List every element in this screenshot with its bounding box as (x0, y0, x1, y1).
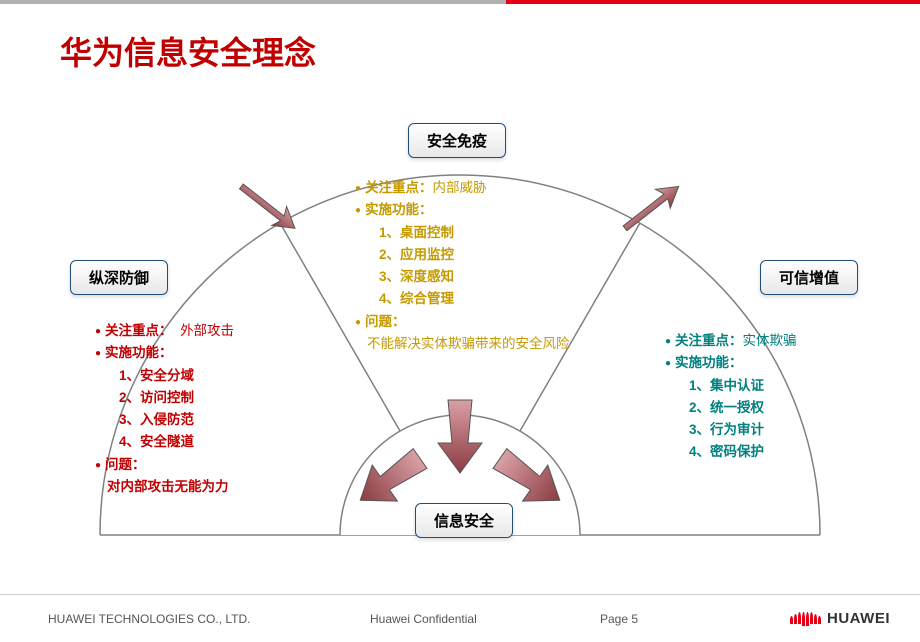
footer-logo: HUAWEI (790, 610, 890, 627)
sector-box-middle: 安全免疫 (408, 123, 506, 158)
sector-text-middle: 关注重点：内部威胁 实施功能： 1、桌面控制 2、应用监控 3、深度感知 4、综… (355, 177, 585, 355)
footer-company: HUAWEI TECHNOLOGIES CO., LTD. (48, 612, 250, 626)
sector-box-right: 可信增值 (760, 260, 858, 295)
header-accent-bar (0, 0, 920, 4)
footer-page: Page 5 (600, 612, 638, 626)
center-box: 信息安全 (415, 503, 513, 538)
fan-diagram: 纵深防御 安全免疫 可信增值 信息安全 关注重点： 外部攻击 实施功能： 1、安… (80, 135, 840, 535)
footer-confidential: Huawei Confidential (370, 612, 477, 626)
sector-box-left: 纵深防御 (70, 260, 168, 295)
footer-logo-text: HUAWEI (827, 610, 890, 627)
page-title: 华为信息安全理念 (60, 28, 316, 74)
sector-text-right: 关注重点：实体欺骗 实施功能： 1、集中认证 2、统一授权 3、行为审计 4、密… (665, 330, 865, 464)
footer: HUAWEI TECHNOLOGIES CO., LTD. Huawei Con… (0, 594, 920, 642)
huawei-logo-icon (790, 612, 821, 626)
sector-text-left: 关注重点： 外部攻击 实施功能： 1、安全分域 2、访问控制 3、入侵防范 4、… (95, 320, 295, 498)
